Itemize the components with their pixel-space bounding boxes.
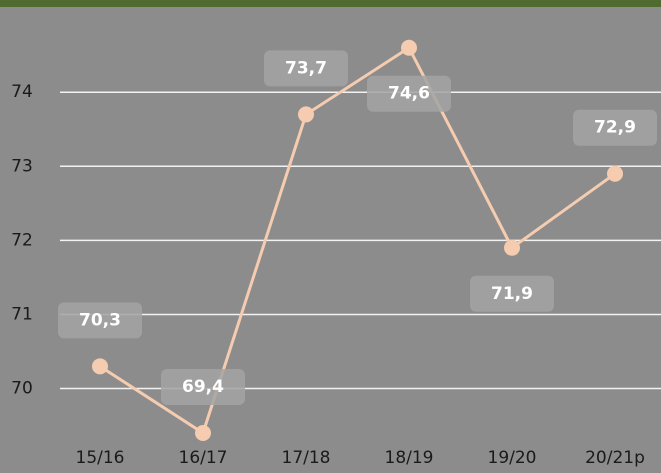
top-bar	[0, 0, 661, 7]
x-tick-label: 16/17	[179, 448, 228, 468]
value-label: 72,9	[594, 118, 636, 138]
x-tick-label: 19/20	[488, 448, 537, 468]
y-tick-label: 71	[11, 304, 33, 324]
value-label: 71,9	[491, 284, 533, 304]
value-label: 69,4	[182, 377, 224, 397]
x-tick-label: 15/16	[76, 448, 125, 468]
x-tick-label: 20/21p	[585, 448, 645, 468]
point	[504, 239, 520, 256]
line	[99, 45, 616, 436]
point	[195, 425, 211, 441]
x-tick-label: 18/19	[385, 448, 434, 468]
x-tick-label: 17/18	[282, 448, 331, 468]
y-tick-label: 73	[11, 156, 33, 176]
value-label: 73,7	[285, 58, 327, 78]
value-label-box	[470, 275, 554, 312]
value-label-box	[367, 75, 451, 112]
point	[298, 106, 314, 123]
point	[607, 165, 623, 182]
value-label: 70,3	[79, 310, 121, 330]
point	[401, 39, 417, 56]
value-label-box	[264, 50, 348, 87]
point	[92, 358, 108, 375]
y-tick-label: 70	[11, 379, 33, 399]
y-tick-label: 72	[11, 230, 33, 250]
value-label-box	[161, 369, 245, 405]
value-label-box	[58, 302, 142, 339]
value-label-box	[573, 109, 657, 146]
value-label: 74,6	[388, 84, 430, 104]
y-tick-label: 74	[11, 82, 33, 102]
